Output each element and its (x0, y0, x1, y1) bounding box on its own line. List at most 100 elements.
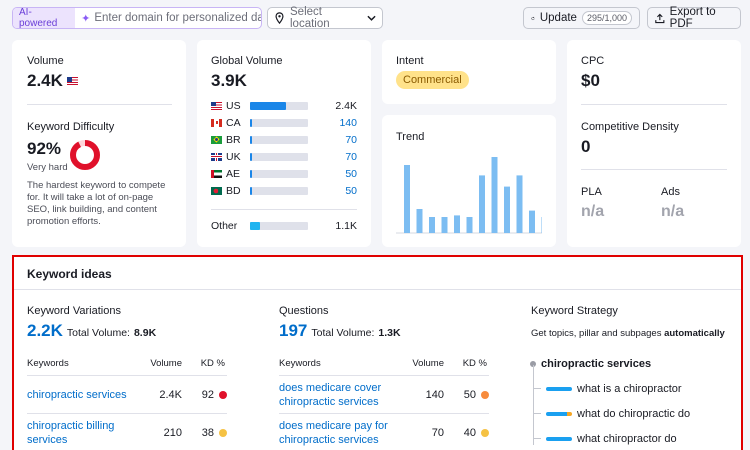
trend-bar[interactable] (541, 217, 543, 233)
strategy-bar-icon (546, 411, 572, 416)
trend-bar[interactable] (404, 165, 410, 233)
trend-label: Trend (396, 131, 425, 143)
intent-badge: Commercial (396, 71, 469, 89)
location-select[interactable]: Select location (267, 6, 383, 30)
trend-bar[interactable] (504, 186, 510, 233)
keyword-link[interactable]: does medicare pay for chiropractic servi… (279, 419, 388, 446)
trend-bar[interactable] (466, 217, 473, 233)
strategy-subpage-item[interactable]: what is a chiropractor (533, 376, 690, 401)
keyword-link[interactable]: chiropractic billing services (27, 419, 115, 446)
kd-dot-icon (481, 390, 489, 399)
domain-search-box[interactable]: AI-powered ✦ (12, 7, 262, 29)
country-volume-value[interactable]: 50 (345, 184, 357, 197)
refresh-icon (531, 16, 535, 20)
table-row: does medicare pay for chiropractic servi… (279, 414, 489, 450)
export-pdf-button[interactable]: Export to PDF (647, 6, 741, 30)
trend-bar[interactable] (416, 209, 423, 233)
sparkle-icon: ✦ (81, 12, 91, 25)
trend-bar[interactable] (441, 217, 448, 233)
strategy-root[interactable]: chiropractic services (530, 358, 651, 370)
country-volume-bar (250, 152, 308, 161)
strategy-label: Keyword Strategy (531, 305, 618, 317)
trend-bar[interactable] (429, 217, 435, 233)
keyword-link[interactable]: chiropractic services (27, 388, 127, 401)
kd-value: 40 (463, 426, 476, 439)
country-volume-value: 2.4K (335, 99, 357, 112)
trend-bar[interactable] (491, 157, 498, 233)
strategy-subpage-item[interactable]: what do chiropractic do (533, 401, 691, 426)
table-row: chiropractic billing services 210 38 (27, 414, 227, 450)
divider (27, 413, 227, 414)
keyword-kd: 92 (182, 389, 227, 401)
tree-branch (533, 438, 541, 439)
us-flag-icon (66, 77, 78, 85)
kd-description: The hardest keyword to compete for. It w… (27, 180, 166, 227)
strategy-item-label: what do chiropractic do (577, 407, 691, 420)
country-volume-bar (250, 118, 308, 127)
us-flag-icon (211, 101, 222, 110)
kd-dot-icon (481, 428, 489, 437)
tree-branch (533, 413, 541, 414)
questions-label: Questions (279, 305, 329, 317)
country-volume-value[interactable]: 70 (345, 150, 357, 163)
ae-flag-icon (211, 169, 222, 178)
col-volume: Volume (412, 357, 444, 369)
update-button[interactable]: Update 295/1,000 (523, 7, 640, 29)
keyword-volume: 2.4K (159, 388, 182, 401)
country-row-ca: CA 140 (211, 114, 357, 131)
keyword-volume: 70 (431, 426, 444, 439)
country-row-br: BR 70 (211, 131, 357, 148)
trend-bar[interactable] (454, 215, 460, 233)
variations-count-link[interactable]: 2.2K (27, 321, 63, 340)
country-row-uk: UK 70 (211, 148, 357, 165)
trend-bar[interactable] (516, 175, 523, 233)
country-code: UK (226, 150, 241, 163)
global-volume-card: Global Volume 3.9K US 2.4K CA 140 BR 70 UK 70 AE… (197, 40, 371, 247)
keyword-volume: 210 (163, 426, 182, 439)
trend-bar[interactable] (479, 175, 485, 233)
strategy-list: what is a chiropractor what do chiropract… (533, 376, 691, 450)
trend-bar[interactable] (529, 210, 535, 233)
questions-table: Keywords Volume KD % does medicare cover ch… (279, 354, 489, 450)
domain-input[interactable] (94, 12, 261, 24)
br-flag-icon (211, 135, 222, 144)
export-icon (655, 13, 665, 23)
divider (279, 413, 489, 414)
divider (14, 289, 741, 290)
table-row: chiropractic services 2.4K 92 (27, 376, 227, 413)
strategy-bar-icon (546, 386, 572, 391)
kd-value: 92 (201, 388, 214, 401)
keyword-volume: 140 (425, 388, 444, 401)
variations-total-label: Total Volume: (66, 327, 130, 339)
country-volume-value[interactable]: 140 (339, 116, 357, 129)
other-value: 1.1K (335, 219, 357, 232)
kd-value: 50 (463, 388, 476, 401)
questions-total-value: 1.3K (378, 327, 401, 339)
country-code: BR (226, 133, 241, 146)
country-volume-bar (250, 186, 308, 195)
kd-donut-chart (70, 140, 100, 170)
variations-total-value: 8.9K (133, 327, 157, 339)
country-volume-value[interactable]: 70 (345, 133, 357, 146)
questions-count-link[interactable]: 197 (279, 321, 308, 340)
country-row-other: Other 1.1K (211, 217, 357, 234)
cpc-label: CPC (581, 55, 605, 67)
global-volume-value: 3.9K (211, 71, 247, 90)
export-label: Export to PDF (669, 6, 716, 30)
table-row: does medicare cover chiropractic service… (279, 376, 489, 413)
questions-total-label: Total Volume: (311, 327, 375, 339)
country-row-us: US 2.4K (211, 97, 357, 114)
strategy-description: Get topics, pillar and subpages automati… (531, 328, 725, 339)
divider (581, 104, 727, 105)
volume-label: Volume (27, 55, 64, 67)
global-volume-label: Global Volume (211, 55, 283, 67)
divider (27, 375, 227, 376)
ai-powered-tag: AI-powered (13, 8, 76, 28)
divider (211, 209, 357, 210)
ads-value: n/a (661, 203, 685, 220)
trend-card: Trend (382, 115, 556, 247)
keyword-link[interactable]: does medicare cover chiropractic service… (279, 381, 382, 408)
country-volume-value[interactable]: 50 (345, 167, 357, 180)
strategy-subpage-item[interactable]: what chiropractor do (533, 426, 690, 450)
volume-card: Volume 2.4K Keyword Difficulty 92% Very … (12, 40, 186, 247)
